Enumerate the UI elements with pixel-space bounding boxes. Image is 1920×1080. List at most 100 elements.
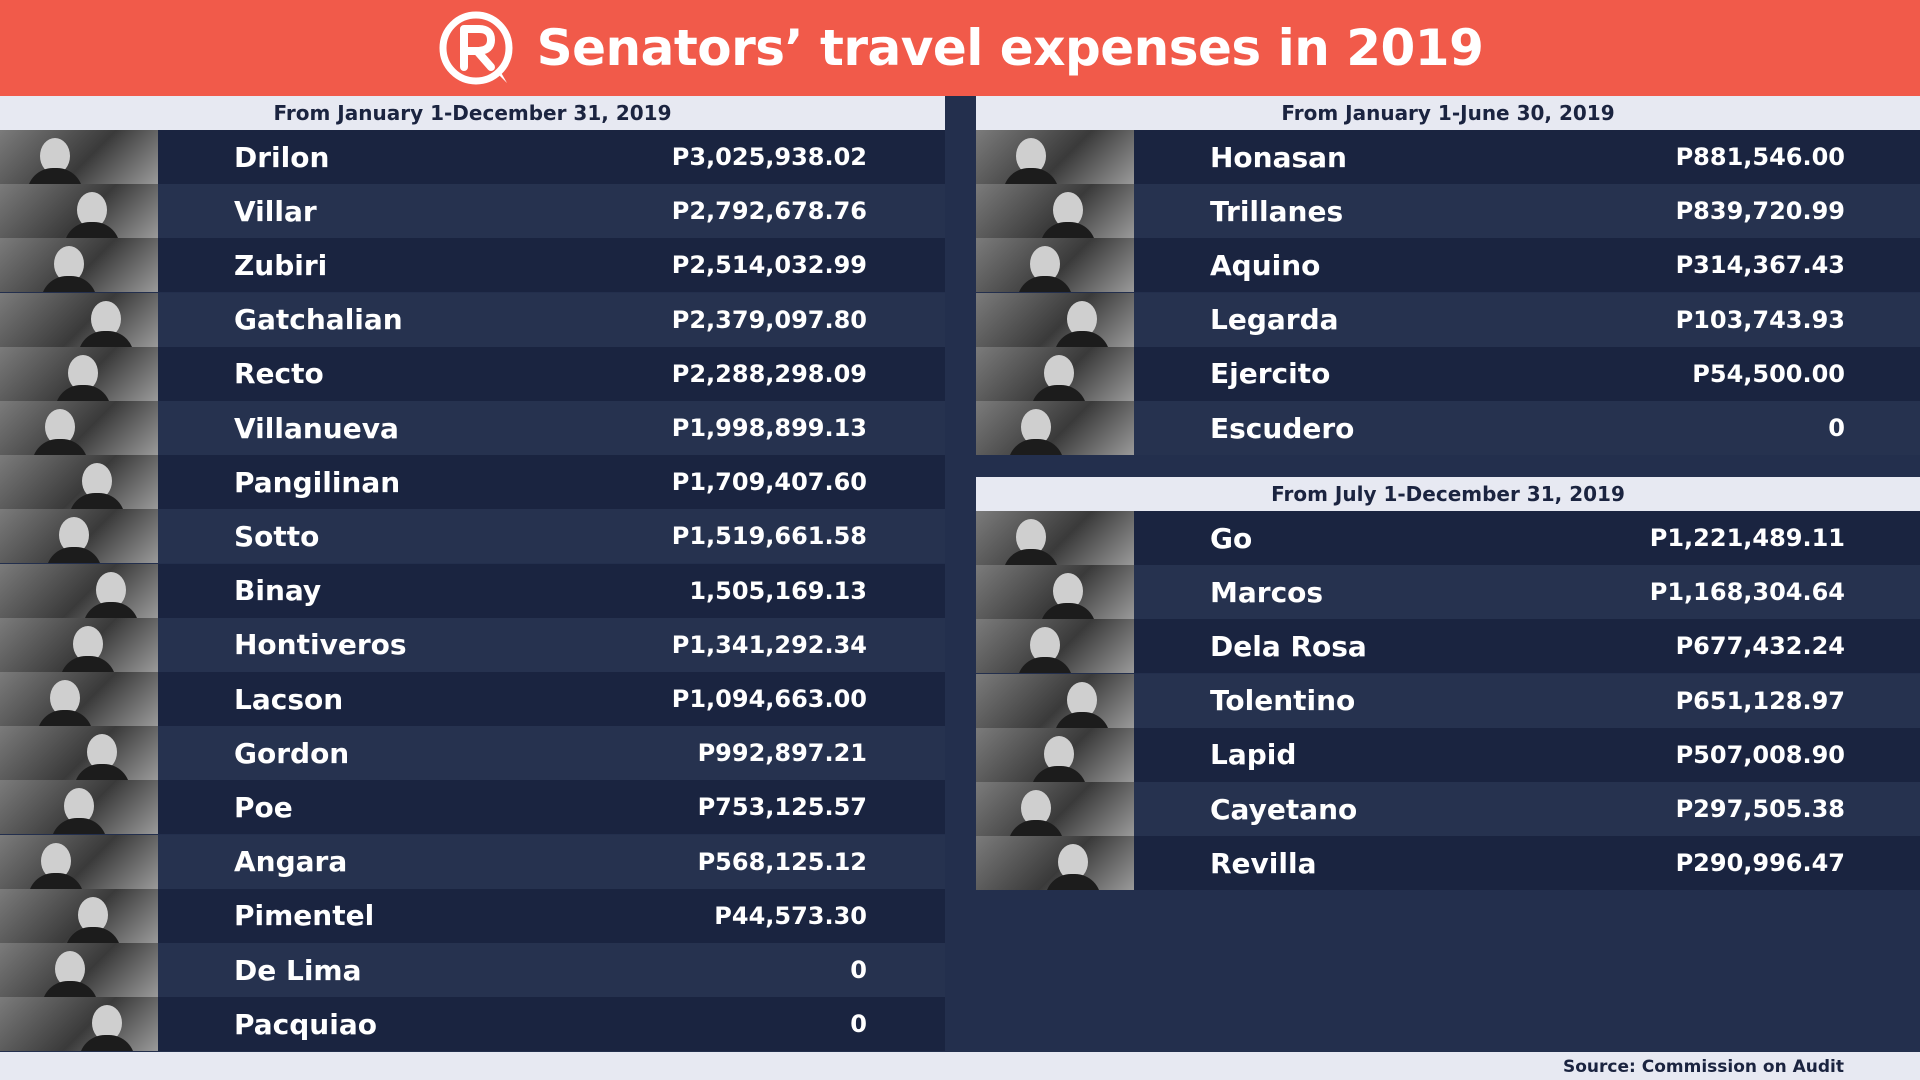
senator-name: Ejercito xyxy=(1210,357,1331,391)
senator-name: Escudero xyxy=(1210,411,1355,445)
table-row: Pimentel P44,573.30 xyxy=(0,888,945,943)
table-row: Villanueva P1,998,899.13 xyxy=(0,401,945,455)
table-row: Revilla P290,996.47 xyxy=(976,836,1920,891)
senator-photo xyxy=(976,130,1134,184)
senator-name: Pangilinan xyxy=(234,465,401,499)
table-row: Ejercito P54,500.00 xyxy=(976,346,1920,401)
senator-photo xyxy=(0,184,158,239)
senator-photo xyxy=(976,292,1134,347)
header-banner: Senators’ travel expenses in 2019 xyxy=(0,0,1920,96)
travel-expense-amount: P2,514,032.99 xyxy=(671,251,867,280)
travel-expense-amount: P1,094,663.00 xyxy=(671,685,867,713)
table-row: Go P1,221,489.11 xyxy=(976,511,1920,565)
table-row: Villar P2,792,678.76 xyxy=(0,184,945,239)
table-row: Marcos P1,168,304.64 xyxy=(976,565,1920,620)
travel-expense-amount: P3,025,938.02 xyxy=(671,143,867,171)
travel-expense-amount: P1,341,292.34 xyxy=(671,630,867,659)
senator-name: Marcos xyxy=(1210,575,1324,609)
table-row: Cayetano P297,505.38 xyxy=(976,782,1920,836)
senator-photo xyxy=(976,727,1134,782)
left-period-heading: From January 1-December 31, 2019 xyxy=(0,96,945,130)
senator-name: Poe xyxy=(234,790,293,824)
right-panel: From January 1-June 30, 2019 Honasan P881… xyxy=(976,96,1920,1052)
senator-name: Trillanes xyxy=(1210,194,1344,228)
senator-photo xyxy=(0,834,158,889)
travel-expense-amount: P1,998,899.13 xyxy=(671,414,867,442)
senator-name: Villar xyxy=(234,194,317,228)
senator-name: Pacquiao xyxy=(234,1007,377,1041)
senator-photo xyxy=(0,238,158,293)
senator-name: Lapid xyxy=(1210,738,1297,772)
senator-photo xyxy=(0,292,158,347)
table-row: Dela Rosa P677,432.24 xyxy=(976,619,1920,674)
senator-name: Drilon xyxy=(234,140,330,174)
senator-photo xyxy=(0,672,158,726)
travel-expense-amount: P677,432.24 xyxy=(1675,632,1845,661)
senator-photo xyxy=(976,401,1134,455)
travel-expense-amount: P54,500.00 xyxy=(1692,359,1845,388)
senator-photo xyxy=(0,130,158,184)
travel-expense-amount: P2,379,097.80 xyxy=(671,305,867,334)
travel-expense-amount: P2,288,298.09 xyxy=(671,359,867,388)
senator-name: Binay xyxy=(234,574,322,608)
senator-photo xyxy=(0,997,158,1052)
table-row: Gatchalian P2,379,097.80 xyxy=(0,292,945,347)
senator-photo xyxy=(0,726,158,781)
senator-photo xyxy=(0,563,158,618)
table-row: Lacson P1,094,663.00 xyxy=(0,672,945,726)
travel-expense-amount: P507,008.90 xyxy=(1675,740,1845,769)
senator-photo xyxy=(976,238,1134,293)
travel-expense-amount: P568,125.12 xyxy=(697,847,867,876)
senator-photo xyxy=(976,346,1134,401)
senator-name: Sotto xyxy=(234,519,320,553)
table-row: De Lima 0 xyxy=(0,943,945,997)
travel-expense-amount: P651,128.97 xyxy=(1675,686,1845,715)
travel-expense-amount: 0 xyxy=(1828,414,1845,442)
travel-expense-amount: P1,221,489.11 xyxy=(1649,524,1845,552)
senator-name: Recto xyxy=(234,357,324,391)
travel-expense-amount: P44,573.30 xyxy=(714,901,867,930)
table-row: Pangilinan P1,709,407.60 xyxy=(0,455,945,510)
table-row: Drilon P3,025,938.02 xyxy=(0,130,945,184)
senator-name: Gordon xyxy=(234,736,350,770)
page-title: Senators’ travel expenses in 2019 xyxy=(536,19,1484,77)
travel-expense-amount: P2,792,678.76 xyxy=(671,197,867,226)
travel-expense-amount: 1,505,169.13 xyxy=(689,576,867,605)
travel-expense-amount: P297,505.38 xyxy=(1675,795,1845,823)
senator-photo xyxy=(0,943,158,997)
senator-photo xyxy=(976,836,1134,891)
travel-expense-amount: P103,743.93 xyxy=(1675,305,1845,334)
senator-name: Angara xyxy=(234,845,348,879)
travel-expense-amount: P314,367.43 xyxy=(1675,251,1845,280)
table-row: Lapid P507,008.90 xyxy=(976,727,1920,782)
travel-expense-amount: 0 xyxy=(850,1010,867,1039)
senator-photo xyxy=(0,617,158,672)
senator-name: Lacson xyxy=(234,682,344,716)
travel-expense-amount: P290,996.47 xyxy=(1675,849,1845,878)
rappler-logo-icon xyxy=(437,9,515,87)
travel-expense-amount: P839,720.99 xyxy=(1675,197,1845,226)
left-panel: From January 1-December 31, 2019 Drilon P… xyxy=(0,96,945,1052)
senator-photo xyxy=(0,401,158,455)
footer: Source: Commission on Audit xyxy=(0,1052,1920,1080)
senator-photo xyxy=(976,511,1134,565)
travel-expense-amount: P1,519,661.58 xyxy=(671,522,867,551)
senator-photo xyxy=(0,888,158,943)
table-row: Gordon P992,897.21 xyxy=(0,726,945,781)
senator-name: Cayetano xyxy=(1210,792,1358,826)
table-row: Pacquiao 0 xyxy=(0,997,945,1052)
right-bottom-period-heading: From July 1-December 31, 2019 xyxy=(976,477,1920,511)
travel-expense-amount: P753,125.57 xyxy=(697,793,867,822)
senator-photo xyxy=(976,184,1134,239)
table-row: Binay 1,505,169.13 xyxy=(0,563,945,618)
senator-name: Dela Rosa xyxy=(1210,629,1367,663)
senator-name: Legarda xyxy=(1210,303,1339,337)
table-row: Sotto P1,519,661.58 xyxy=(0,509,945,564)
senator-name: Gatchalian xyxy=(234,303,403,337)
table-row: Tolentino P651,128.97 xyxy=(976,673,1920,728)
table-row: Trillanes P839,720.99 xyxy=(976,184,1920,239)
right-top-period-heading: From January 1-June 30, 2019 xyxy=(976,96,1920,130)
senator-photo xyxy=(0,346,158,401)
table-row: Poe P753,125.57 xyxy=(0,780,945,835)
panel-divider xyxy=(945,96,976,1052)
